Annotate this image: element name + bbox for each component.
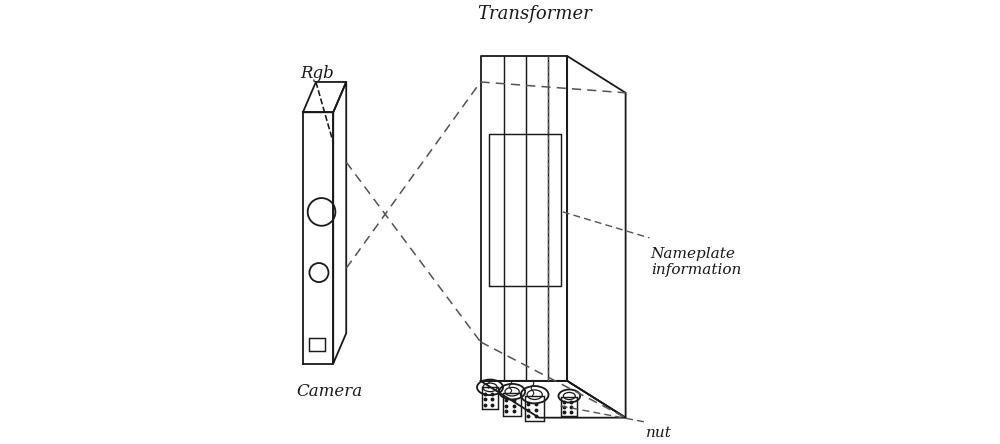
Bar (525, 396, 544, 421)
Text: Rgb: Rgb (301, 65, 334, 82)
Bar (503, 392, 521, 416)
Bar (309, 337, 325, 350)
Bar (482, 387, 498, 409)
Text: nut: nut (646, 426, 672, 440)
Text: Camera: Camera (296, 383, 363, 400)
Text: Nameplate
information: Nameplate information (651, 246, 741, 277)
Text: Transformer: Transformer (477, 5, 592, 24)
Bar (561, 397, 577, 416)
